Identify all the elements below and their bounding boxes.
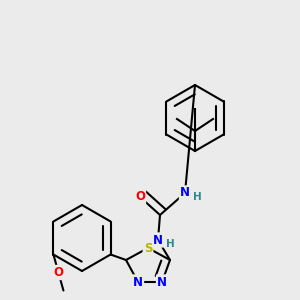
Text: S: S xyxy=(144,242,152,254)
Text: N: N xyxy=(133,275,143,289)
Text: N: N xyxy=(180,187,190,200)
Text: H: H xyxy=(166,239,174,249)
Text: H: H xyxy=(193,192,201,202)
Text: O: O xyxy=(53,266,63,279)
Text: O: O xyxy=(135,190,145,203)
Text: N: N xyxy=(157,275,167,289)
Text: N: N xyxy=(153,233,163,247)
